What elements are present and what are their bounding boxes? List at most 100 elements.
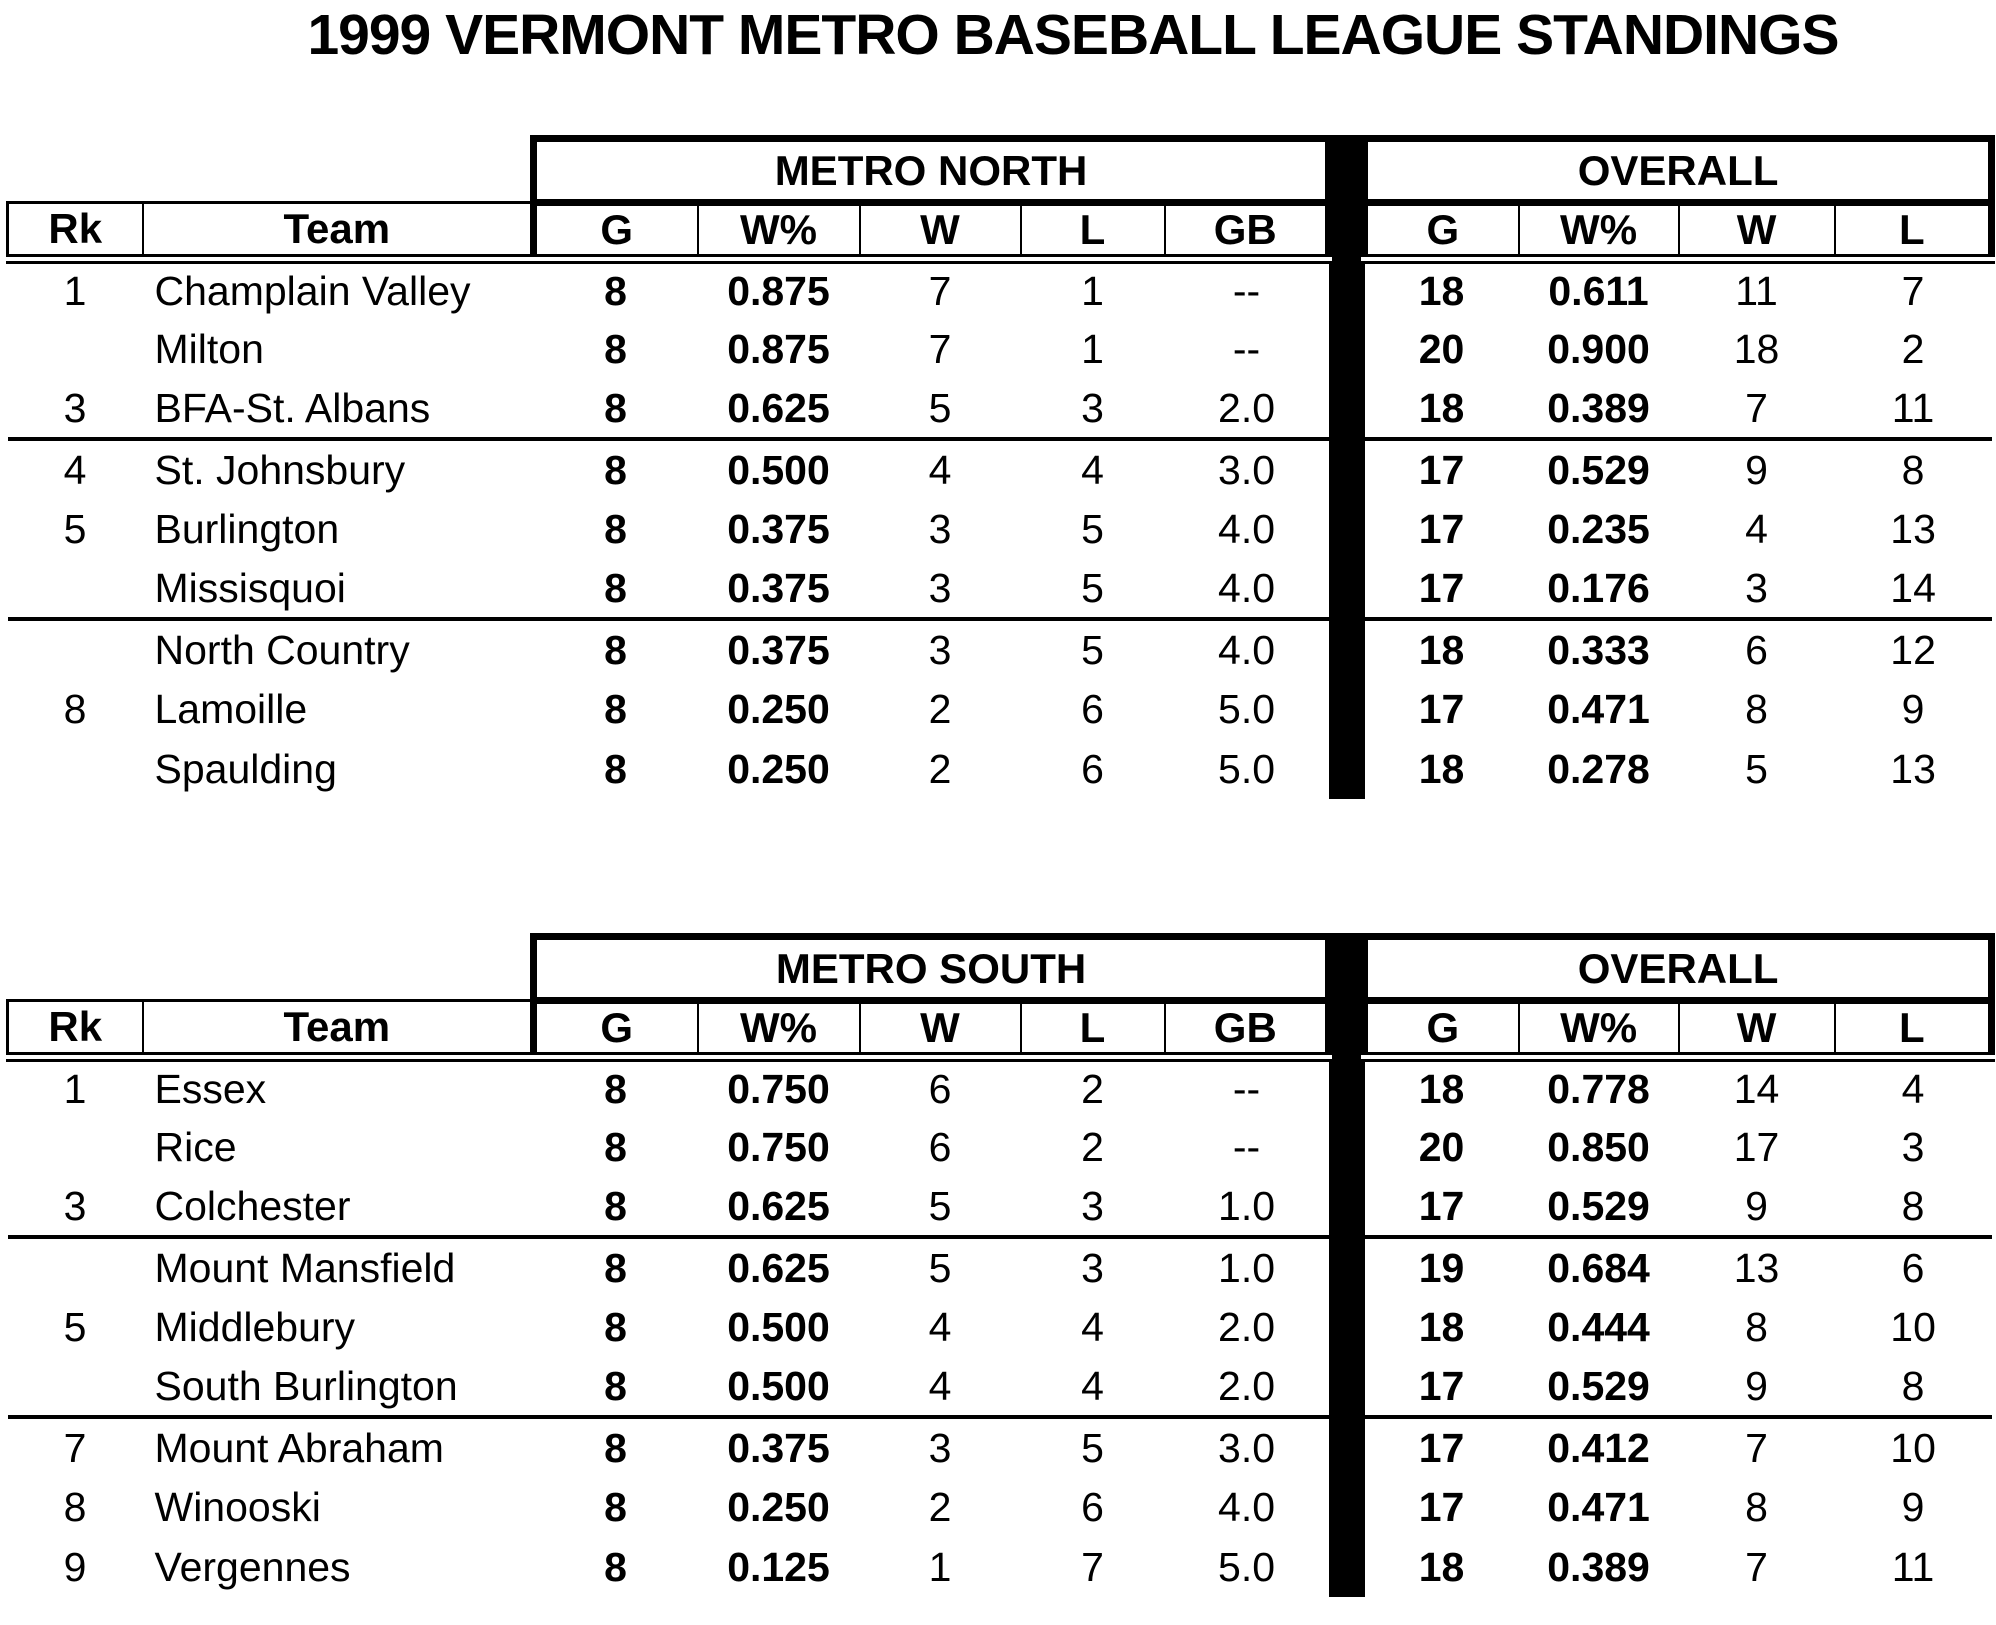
division-games-cell: 8	[604, 1543, 627, 1590]
overall-wins-cell: 14	[1733, 1066, 1780, 1112]
overall-games-cell: 17	[1418, 564, 1465, 611]
division-wins-cell: 4	[928, 1362, 952, 1409]
overall-games-cell: 17	[1364, 1415, 1519, 1477]
team-cell: Middlebury	[154, 1303, 356, 1350]
col-header-rank: Rk	[6, 999, 144, 1062]
divider-bar	[1328, 933, 1365, 1001]
divider-bar	[1328, 1235, 1365, 1297]
division-winpct-cell: 0.250	[727, 685, 830, 732]
games-back-cell: 3.0	[1164, 1415, 1329, 1477]
rank-cell: 5	[63, 505, 87, 552]
division-winpct-cell: 0.875	[727, 268, 830, 314]
overall-label: OVERALL	[1361, 933, 1996, 1004]
rank-cell	[8, 1357, 143, 1417]
overall-losses-cell: 2	[1901, 325, 1925, 372]
col-header-overall-games: G	[1361, 201, 1520, 264]
col-header-team: Team	[141, 201, 537, 264]
team-cell: Vergennes	[154, 1543, 351, 1590]
table-row: 3 Colchester 8 0.625 5 3 1.0 17 0.529 9 …	[8, 1177, 1992, 1237]
team-cell: Missisquoi	[154, 564, 346, 611]
team-cell: BFA-St. Albans	[154, 384, 431, 431]
overall-winpct-cell: 0.278	[1547, 745, 1650, 792]
division-games-cell: 8	[604, 1182, 627, 1229]
overall-winpct-cell: 0.333	[1518, 617, 1679, 679]
overall-winpct-cell: 0.235	[1547, 505, 1650, 552]
division-losses-cell: 4	[1081, 1303, 1104, 1350]
table-row: 3 BFA-St. Albans 8 0.625 5 3 2.0 18 0.38…	[8, 379, 1992, 439]
division-winpct-cell: 0.625	[727, 1182, 830, 1229]
division-losses-cell: 3	[1020, 1235, 1165, 1297]
division-losses-cell: 1	[1081, 325, 1104, 372]
rank-cell: 9	[63, 1543, 87, 1590]
overall-losses-cell: 8	[1901, 1182, 1925, 1229]
table-row: 8 Winooski 8 0.250 2 6 4.0 17 0.471 8 9	[8, 1477, 1992, 1537]
games-back-cell: 1.0	[1164, 1235, 1329, 1297]
rank-cell: 5	[63, 1303, 87, 1350]
overall-wins-cell: 4	[1745, 505, 1768, 552]
division-losses-cell: 6	[1081, 685, 1104, 732]
overall-wins-cell: 6	[1678, 617, 1835, 679]
divider-bar	[1328, 1057, 1365, 1117]
division-losses-cell: 6	[1081, 745, 1104, 792]
overall-wins-cell: 9	[1678, 437, 1835, 499]
table-row: Milton 8 0.875 7 1 -- 20 0.900 18 2	[8, 319, 1992, 379]
division-losses-cell: 3	[1081, 384, 1104, 431]
division-losses-cell: 3	[1081, 1182, 1104, 1229]
overall-games-cell: 17	[1418, 1483, 1465, 1530]
overall-wins-cell: 9	[1745, 1182, 1768, 1229]
rank-cell: 1	[63, 268, 87, 314]
rank-cell	[7, 617, 143, 679]
band-row: METRO NORTH OVERALL	[8, 135, 1996, 206]
overall-winpct-cell: 0.611	[1548, 268, 1649, 314]
overall-winpct-cell: 0.412	[1518, 1415, 1679, 1477]
division-losses-cell: 5	[1081, 505, 1104, 552]
col-header-rank: Rk	[6, 201, 144, 264]
division-games-cell: 8	[604, 325, 627, 372]
overall-losses-cell: 13	[1890, 745, 1936, 792]
rank-cell: 8	[63, 685, 87, 732]
games-back-cell: 2.0	[1218, 1303, 1276, 1350]
divider-bar	[1328, 1117, 1365, 1177]
division-losses-cell: 1	[1081, 268, 1104, 314]
team-cell: St. Johnsbury	[142, 437, 534, 499]
divider-bar	[1328, 135, 1365, 203]
games-back-cell: 3.0	[1164, 437, 1329, 499]
divider-bar	[1328, 739, 1365, 799]
overall-winpct-cell: 0.529	[1518, 437, 1679, 499]
division-winpct-cell: 0.875	[727, 325, 830, 372]
overall-wins-cell: 7	[1745, 1543, 1768, 1590]
divider-bar	[1328, 1177, 1365, 1237]
games-back-cell: 1.0	[1218, 1182, 1276, 1229]
rank-cell	[8, 1117, 143, 1177]
overall-losses-cell: 8	[1901, 1362, 1925, 1409]
overall-wins-cell: 11	[1735, 268, 1778, 314]
overall-losses-cell: 11	[1891, 384, 1935, 431]
team-cell: Milton	[154, 325, 264, 372]
division-winpct-cell: 0.500	[727, 1303, 830, 1350]
metro-south-table: METRO SOUTH OVERALL Rk Team G W% W L GB …	[6, 933, 1996, 1597]
rank-cell: 4	[7, 437, 143, 499]
table-row: Missisquoi 8 0.375 3 5 4.0 17 0.176 3 14	[8, 559, 1992, 619]
overall-losses-cell: 10	[1834, 1415, 1992, 1477]
division-wins-cell: 7	[928, 268, 952, 314]
col-header-overall-wins: W	[1677, 201, 1836, 264]
division-wins-cell: 6	[928, 1066, 952, 1112]
overall-wins-cell: 18	[1733, 325, 1780, 372]
overall-wins-cell: 9	[1745, 1362, 1768, 1409]
division-wins-cell: 3	[859, 1415, 1021, 1477]
divider-bar	[1328, 379, 1365, 439]
division-wins-cell: 5	[928, 1182, 952, 1229]
division-losses-cell: 4	[1081, 1362, 1104, 1409]
overall-winpct-cell: 0.471	[1547, 685, 1650, 732]
division-losses-cell: 6	[1081, 1483, 1104, 1530]
overall-games-cell: 18	[1418, 1303, 1465, 1350]
overall-winpct-cell: 0.471	[1547, 1483, 1650, 1530]
col-header-overall-winpct: W%	[1517, 201, 1680, 264]
table-row: 9 Vergennes 8 0.125 1 7 5.0 18 0.389 7 1…	[8, 1537, 1992, 1597]
overall-games-cell: 17	[1418, 1362, 1465, 1409]
division-losses-cell: 5	[1020, 1415, 1165, 1477]
division-losses-cell: 2	[1081, 1123, 1104, 1170]
rank-cell	[8, 559, 143, 619]
division-games-cell: 8	[604, 1303, 627, 1350]
division-games-cell: 8	[604, 1483, 627, 1530]
